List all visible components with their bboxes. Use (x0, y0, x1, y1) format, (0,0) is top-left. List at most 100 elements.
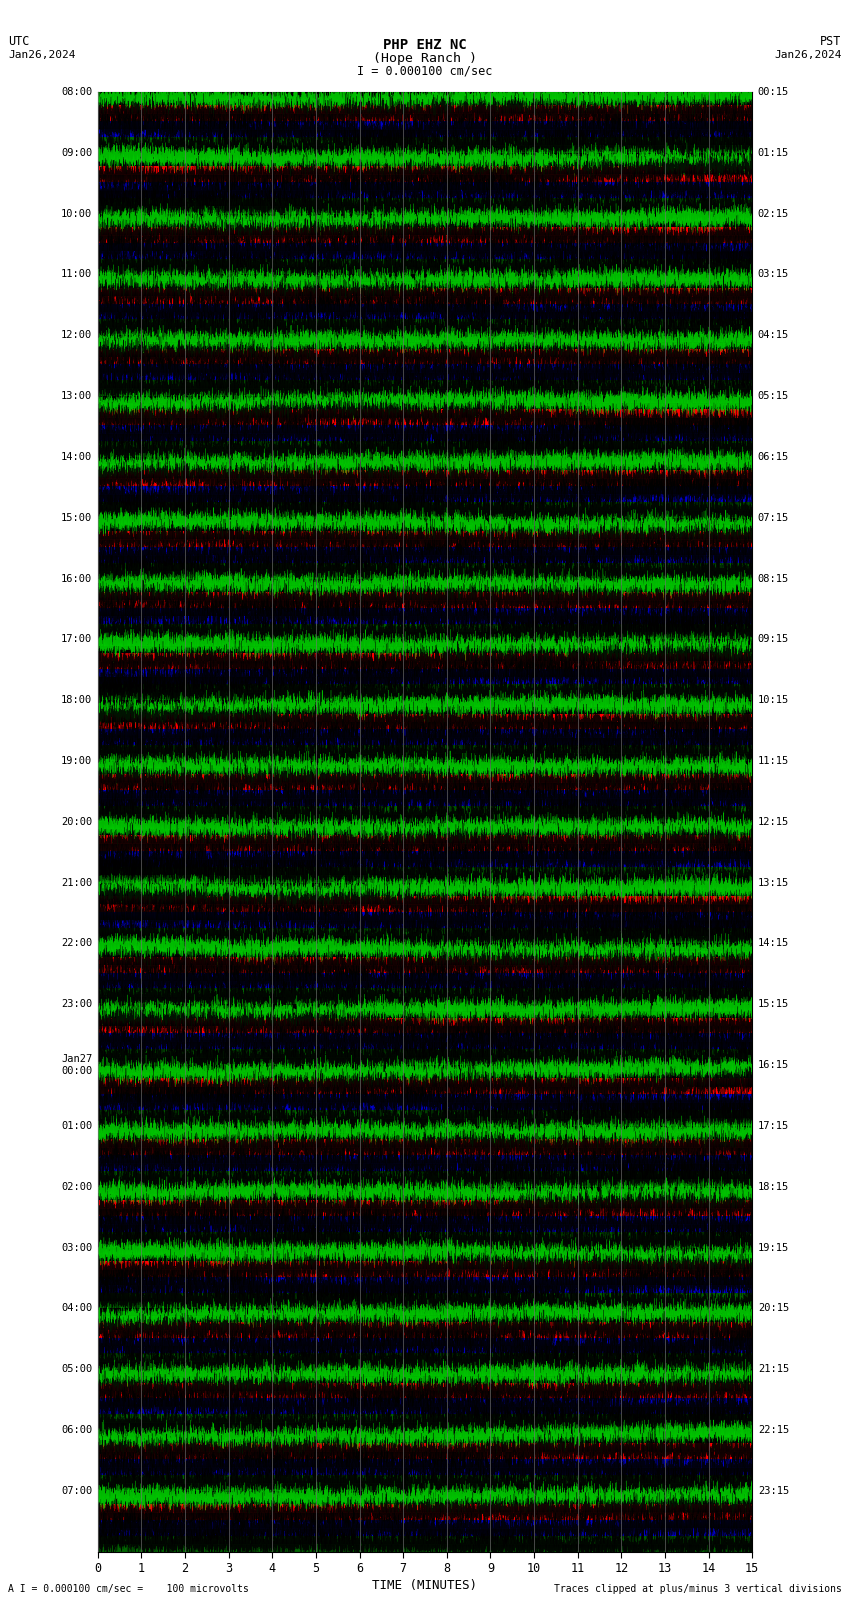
Bar (98, 700, 752, 713)
Text: I = 0.000100 cm/sec: I = 0.000100 cm/sec (357, 65, 493, 77)
X-axis label: TIME (MINUTES): TIME (MINUTES) (372, 1579, 478, 1592)
Bar (98, 1139, 752, 1155)
Bar (98, 287, 752, 303)
Bar (98, 774, 752, 790)
Text: 01:15: 01:15 (758, 148, 789, 158)
Text: 23:00: 23:00 (61, 1000, 92, 1010)
Bar (98, 989, 752, 1005)
Bar (98, 852, 752, 866)
Bar (98, 1216, 752, 1232)
Bar (98, 1431, 752, 1444)
Bar (98, 1337, 752, 1353)
Bar (98, 1277, 752, 1292)
Bar (98, 823, 752, 836)
Bar (98, 426, 752, 440)
Text: 09:15: 09:15 (758, 634, 789, 644)
Bar (98, 1474, 752, 1490)
Bar (98, 713, 752, 729)
Bar (98, 410, 752, 426)
Text: UTC: UTC (8, 35, 30, 48)
Bar (98, 911, 752, 927)
Bar (98, 563, 752, 579)
Text: Jan26,2024: Jan26,2024 (8, 50, 76, 60)
Text: 16:15: 16:15 (758, 1060, 789, 1069)
Text: 15:00: 15:00 (61, 513, 92, 523)
Bar (98, 592, 752, 608)
Bar (98, 213, 752, 227)
Bar (98, 973, 752, 989)
Bar (98, 1398, 752, 1415)
Bar (98, 92, 752, 105)
Bar (98, 198, 752, 213)
Bar (98, 866, 752, 882)
Bar (98, 1200, 752, 1216)
Bar (98, 258, 752, 274)
Text: Traces clipped at plus/minus 3 vertical divisions: Traces clipped at plus/minus 3 vertical … (553, 1584, 842, 1594)
Bar (98, 365, 752, 381)
Bar (98, 1292, 752, 1308)
Bar (98, 1005, 752, 1018)
Bar (98, 653, 752, 668)
Bar (98, 348, 752, 365)
Bar (98, 1460, 752, 1474)
Text: 11:15: 11:15 (758, 756, 789, 766)
Text: 18:15: 18:15 (758, 1182, 789, 1192)
Bar (98, 1444, 752, 1460)
Text: 06:00: 06:00 (61, 1424, 92, 1436)
Text: Jan27
00:00: Jan27 00:00 (61, 1055, 92, 1076)
Text: 03:15: 03:15 (758, 269, 789, 279)
Text: A I = 0.000100 cm/sec =    100 microvolts: A I = 0.000100 cm/sec = 100 microvolts (8, 1584, 249, 1594)
Bar (98, 456, 752, 471)
Text: 02:00: 02:00 (61, 1182, 92, 1192)
Text: 09:00: 09:00 (61, 148, 92, 158)
Text: 08:15: 08:15 (758, 574, 789, 584)
Bar (98, 303, 752, 319)
Text: 16:00: 16:00 (61, 574, 92, 584)
Text: 22:00: 22:00 (61, 939, 92, 948)
Bar (98, 486, 752, 502)
Text: (Hope Ranch ): (Hope Ranch ) (373, 52, 477, 65)
Text: 22:15: 22:15 (758, 1424, 789, 1436)
Bar (98, 1490, 752, 1505)
Text: 13:00: 13:00 (61, 390, 92, 402)
Text: 17:00: 17:00 (61, 634, 92, 644)
Bar (98, 1353, 752, 1369)
Bar (98, 1321, 752, 1337)
Bar (98, 684, 752, 700)
Text: 02:15: 02:15 (758, 208, 789, 219)
Text: 21:15: 21:15 (758, 1365, 789, 1374)
Bar (98, 639, 752, 653)
Bar (98, 166, 752, 182)
Text: 05:15: 05:15 (758, 390, 789, 402)
Text: 20:00: 20:00 (61, 816, 92, 827)
Bar (98, 608, 752, 624)
Bar (98, 1536, 752, 1552)
Bar (98, 668, 752, 684)
Bar (98, 227, 752, 244)
Bar (98, 381, 752, 397)
Bar (98, 336, 752, 348)
Bar (98, 1187, 752, 1200)
Text: 06:15: 06:15 (758, 452, 789, 461)
Bar (98, 1232, 752, 1247)
Text: 14:15: 14:15 (758, 939, 789, 948)
Bar (98, 518, 752, 531)
Text: 03:00: 03:00 (61, 1242, 92, 1253)
Bar (98, 624, 752, 639)
Text: 12:15: 12:15 (758, 816, 789, 827)
Bar (98, 1505, 752, 1519)
Text: PHP EHZ NC: PHP EHZ NC (383, 39, 467, 52)
Bar (98, 440, 752, 456)
Bar (98, 806, 752, 823)
Text: 11:00: 11:00 (61, 269, 92, 279)
Bar (98, 1382, 752, 1398)
Text: 05:00: 05:00 (61, 1365, 92, 1374)
Bar (98, 790, 752, 806)
Text: 14:00: 14:00 (61, 452, 92, 461)
Bar (98, 897, 752, 911)
Text: 07:15: 07:15 (758, 513, 789, 523)
Bar (98, 1171, 752, 1187)
Bar (98, 121, 752, 137)
Text: 20:15: 20:15 (758, 1303, 789, 1313)
Bar (98, 1247, 752, 1261)
